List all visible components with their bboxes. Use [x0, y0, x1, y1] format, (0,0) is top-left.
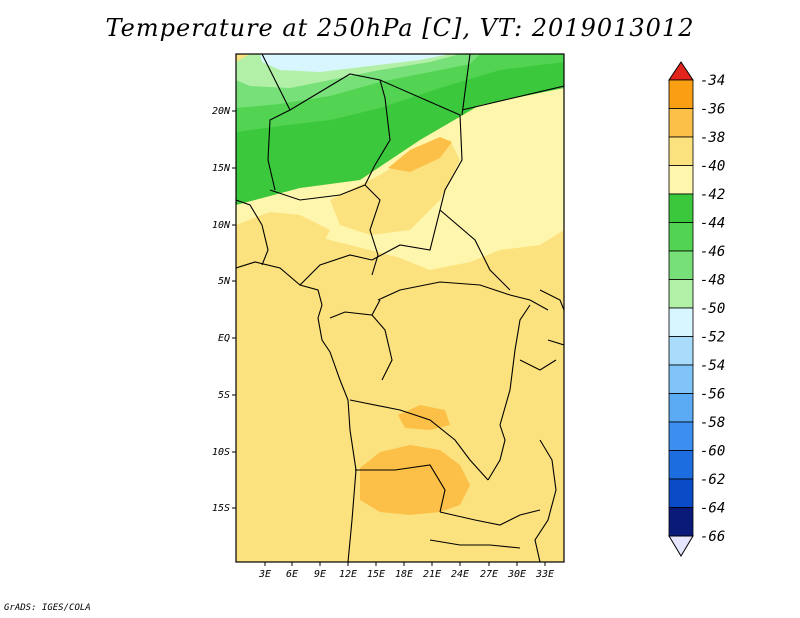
lon-label: 9E: [314, 569, 326, 580]
region-minus-52: [260, 54, 450, 72]
colorbar-label: -54: [700, 358, 725, 374]
lat-label: 15N: [212, 163, 231, 174]
country-borders: [236, 54, 564, 562]
lat-label: 5S: [218, 390, 230, 401]
lon-label: 3E: [258, 569, 271, 580]
colorbar-box: [668, 478, 694, 508]
map-title: Temperature at 250hPa [C], VT: 201901301…: [105, 14, 695, 42]
map-frame: [235, 53, 565, 563]
colorbar-label: -48: [700, 273, 725, 289]
lat-label: 5N: [218, 276, 231, 287]
region-minus-44: [236, 54, 564, 205]
lat-label: EQ: [218, 333, 230, 344]
colorbar-box: [668, 421, 694, 451]
colorbar-label: -60: [700, 444, 725, 460]
colorbar-box: [668, 393, 694, 423]
colorbar: -34 -36 -38 -40 -42 -44 -46 -48 -50 -52 -54 -56 -58 -…: [668, 61, 725, 557]
colorbar-box: [668, 222, 694, 252]
colorbar-label: -36: [700, 102, 725, 118]
colorbar-label: -66: [700, 529, 725, 545]
colorbar-label: -56: [700, 387, 725, 403]
colorbar-label: -62: [700, 472, 725, 488]
lat-label: 20N: [212, 106, 231, 117]
colorbar-box: [668, 250, 694, 280]
colorbar-label: -44: [700, 216, 725, 232]
lon-label: 33E: [535, 569, 554, 580]
lon-label: 6E: [286, 569, 298, 580]
lon-ticks: [264, 562, 546, 566]
colorbar-box: [668, 507, 694, 537]
colorbar-labels: -34 -36 -38 -40 -42 -44 -46 -48 -50 -52 -54 -56 -58 -…: [700, 73, 725, 545]
lon-label: 27E: [480, 569, 498, 580]
colorbar-box: [668, 108, 694, 138]
lat-labels: 20N 15N 10N 5N EQ 5S 10S 15S: [212, 106, 231, 514]
region-minus-40: [236, 212, 330, 262]
lon-label: 21E: [423, 569, 441, 580]
region-minus-38: [360, 445, 470, 515]
colorbar-label: -34: [700, 73, 725, 89]
lon-label: 24E: [451, 569, 469, 580]
grads-credit: GrADS: IGES/COLA: [4, 603, 91, 613]
lon-label: 30E: [507, 569, 526, 580]
lon-label: 18E: [395, 569, 413, 580]
lat-label: 10N: [212, 220, 231, 231]
colorbar-high-tip: [668, 61, 694, 81]
colorbar-box: [668, 336, 694, 366]
colorbar-boxes: [668, 79, 694, 537]
colorbar-box: [668, 364, 694, 394]
colorbar-label: -50: [700, 301, 725, 317]
lon-label: 15E: [367, 569, 385, 580]
region-minus-46: [236, 54, 564, 132]
colorbar-box: [668, 279, 694, 309]
colorbar-box: [668, 193, 694, 223]
colorbar-label: -52: [700, 330, 725, 346]
colorbar-label: -42: [700, 187, 725, 203]
lon-label: 12E: [339, 569, 357, 580]
colorbar-box: [668, 136, 694, 166]
lat-label: 10S: [212, 447, 230, 458]
temperature-field: [236, 54, 564, 562]
colorbar-low-tip: [668, 535, 694, 557]
colorbar-label: -40: [700, 159, 725, 175]
lat-label: 15S: [212, 503, 230, 514]
colorbar-box: [668, 165, 694, 195]
colorbar-box: [668, 79, 694, 109]
colorbar-label: -64: [700, 501, 725, 517]
colorbar-box: [668, 307, 694, 337]
lat-ticks: [232, 110, 236, 509]
colorbar-label: -38: [700, 130, 725, 146]
lon-labels: 3E 6E 9E 12E 15E 18E 21E 24E 27E 30E 33E: [258, 569, 554, 580]
region-minus-38: [388, 137, 452, 172]
colorbar-label: -46: [700, 244, 725, 260]
colorbar-box: [668, 450, 694, 480]
colorbar-label: -58: [700, 415, 725, 431]
